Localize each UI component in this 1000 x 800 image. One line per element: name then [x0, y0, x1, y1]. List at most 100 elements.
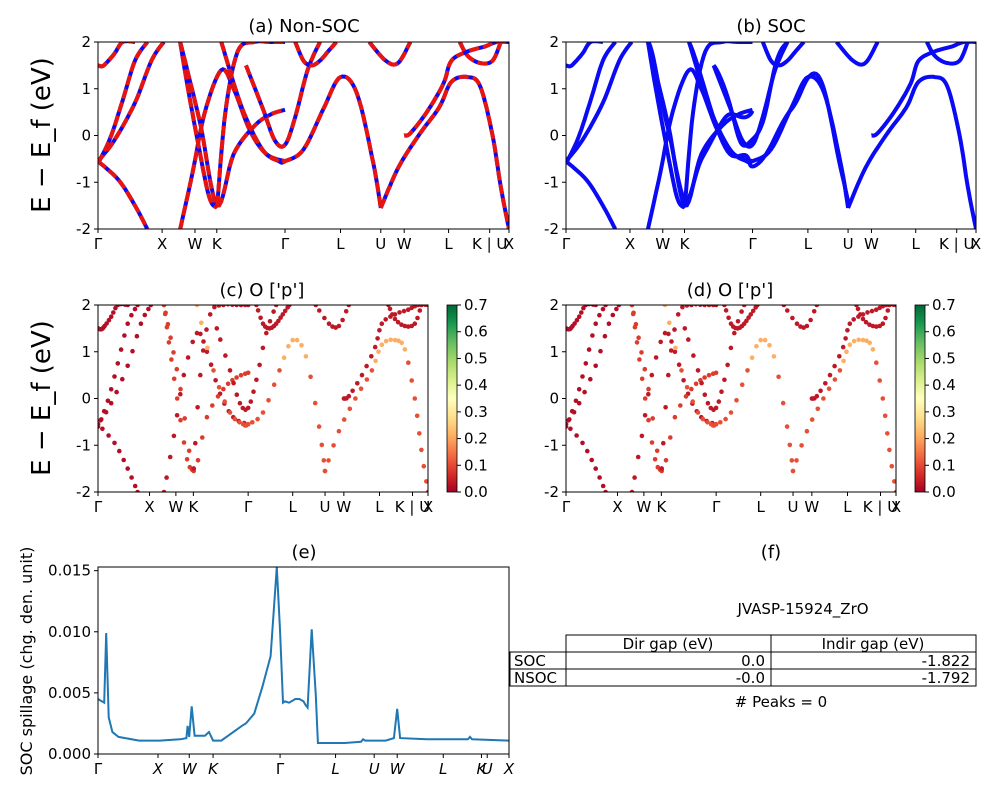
band-point [184, 457, 190, 462]
band-point [744, 318, 749, 324]
band-point [892, 479, 896, 484]
band-point [689, 386, 694, 392]
band-point [723, 416, 728, 422]
band-point [112, 374, 117, 379]
band-point [106, 317, 112, 323]
band-point [248, 399, 254, 404]
band-point [586, 347, 592, 352]
band-point [182, 416, 187, 421]
band-point [369, 368, 375, 373]
band-point [108, 400, 114, 406]
band-point [637, 357, 642, 362]
band-point [171, 350, 176, 355]
band-line-soc [566, 42, 603, 69]
band-point [718, 420, 723, 425]
band-point [205, 345, 210, 351]
band-point [174, 413, 180, 418]
band-point [576, 400, 582, 406]
band-point [377, 328, 382, 333]
band-point [388, 337, 394, 343]
band-point [572, 321, 577, 326]
band-point [762, 337, 768, 343]
band-point [264, 330, 269, 336]
band-point [669, 339, 674, 344]
band-point [856, 337, 861, 343]
band-point [882, 413, 888, 419]
band-line-red [244, 42, 322, 149]
band-point [271, 309, 276, 314]
panel-c-points [98, 305, 428, 492]
ytick-label: 0 [81, 127, 91, 145]
band-point [739, 382, 745, 388]
band-point [257, 362, 262, 368]
band-point [566, 424, 569, 429]
band-point [880, 321, 886, 327]
band-point [781, 305, 787, 308]
band-point [322, 315, 327, 321]
band-point [843, 336, 848, 341]
xtick-label: L [444, 235, 453, 253]
colorbar-tick-label: 0.0 [464, 483, 488, 501]
ytick-label: -2 [544, 220, 559, 238]
band-point [573, 398, 579, 404]
band-point [746, 315, 751, 320]
xtick-label: Γ [281, 235, 290, 253]
band-point [672, 349, 678, 355]
band-point [629, 305, 635, 308]
ytick-label: -2 [76, 220, 91, 238]
band-point [260, 410, 266, 415]
xtick-label: W [636, 498, 651, 516]
band-point [312, 400, 318, 406]
band-point [589, 457, 594, 463]
band-point [355, 381, 360, 386]
band-point [666, 372, 671, 378]
band-point [98, 424, 101, 429]
band-point [885, 431, 890, 436]
band-line-red [293, 42, 338, 68]
band-point [132, 306, 138, 312]
xtick-label: K [212, 235, 223, 253]
band-point [401, 308, 407, 314]
xtick-label: X [157, 235, 167, 253]
band-point [702, 375, 707, 380]
band-point [818, 388, 823, 394]
ytick-label: 2 [81, 33, 91, 51]
band-point [860, 337, 866, 343]
panel-d-colorbar-ticks: 0.0 0.1 0.2 0.3 0.4 0.5 0.6 0.7 [925, 296, 956, 501]
band-point [780, 400, 786, 406]
band-point [877, 378, 882, 383]
band-point [245, 305, 251, 308]
band-point [837, 368, 843, 373]
band-point [583, 361, 589, 366]
band-point [108, 387, 114, 392]
band-point [167, 454, 173, 460]
band-point [855, 306, 861, 312]
band-point [353, 396, 358, 401]
band-point [221, 305, 226, 308]
panel-d-title: (d) O ['p'] [687, 280, 773, 301]
band-point [358, 386, 364, 392]
band-point [874, 360, 879, 366]
xtick-label: W [390, 760, 406, 778]
xtick-label: W [864, 235, 879, 253]
xtick-label: L [331, 760, 339, 778]
ytick-label: 0 [549, 390, 559, 408]
band-line-red [98, 42, 166, 163]
band-point [668, 435, 673, 440]
band-point [600, 306, 606, 312]
band-point [321, 458, 327, 463]
band-point [582, 389, 587, 395]
band-point [392, 316, 398, 322]
band-point [286, 344, 291, 349]
band-point [728, 345, 734, 351]
band-point [804, 428, 810, 434]
band-point [171, 433, 177, 439]
band-point [636, 335, 641, 341]
band-point [702, 305, 707, 308]
band-point [593, 466, 598, 471]
xtick-label: X [891, 498, 901, 516]
colorbar-tick-label: 0.5 [464, 349, 488, 367]
xtick-label: K | U [863, 498, 898, 516]
band-point [893, 489, 896, 492]
